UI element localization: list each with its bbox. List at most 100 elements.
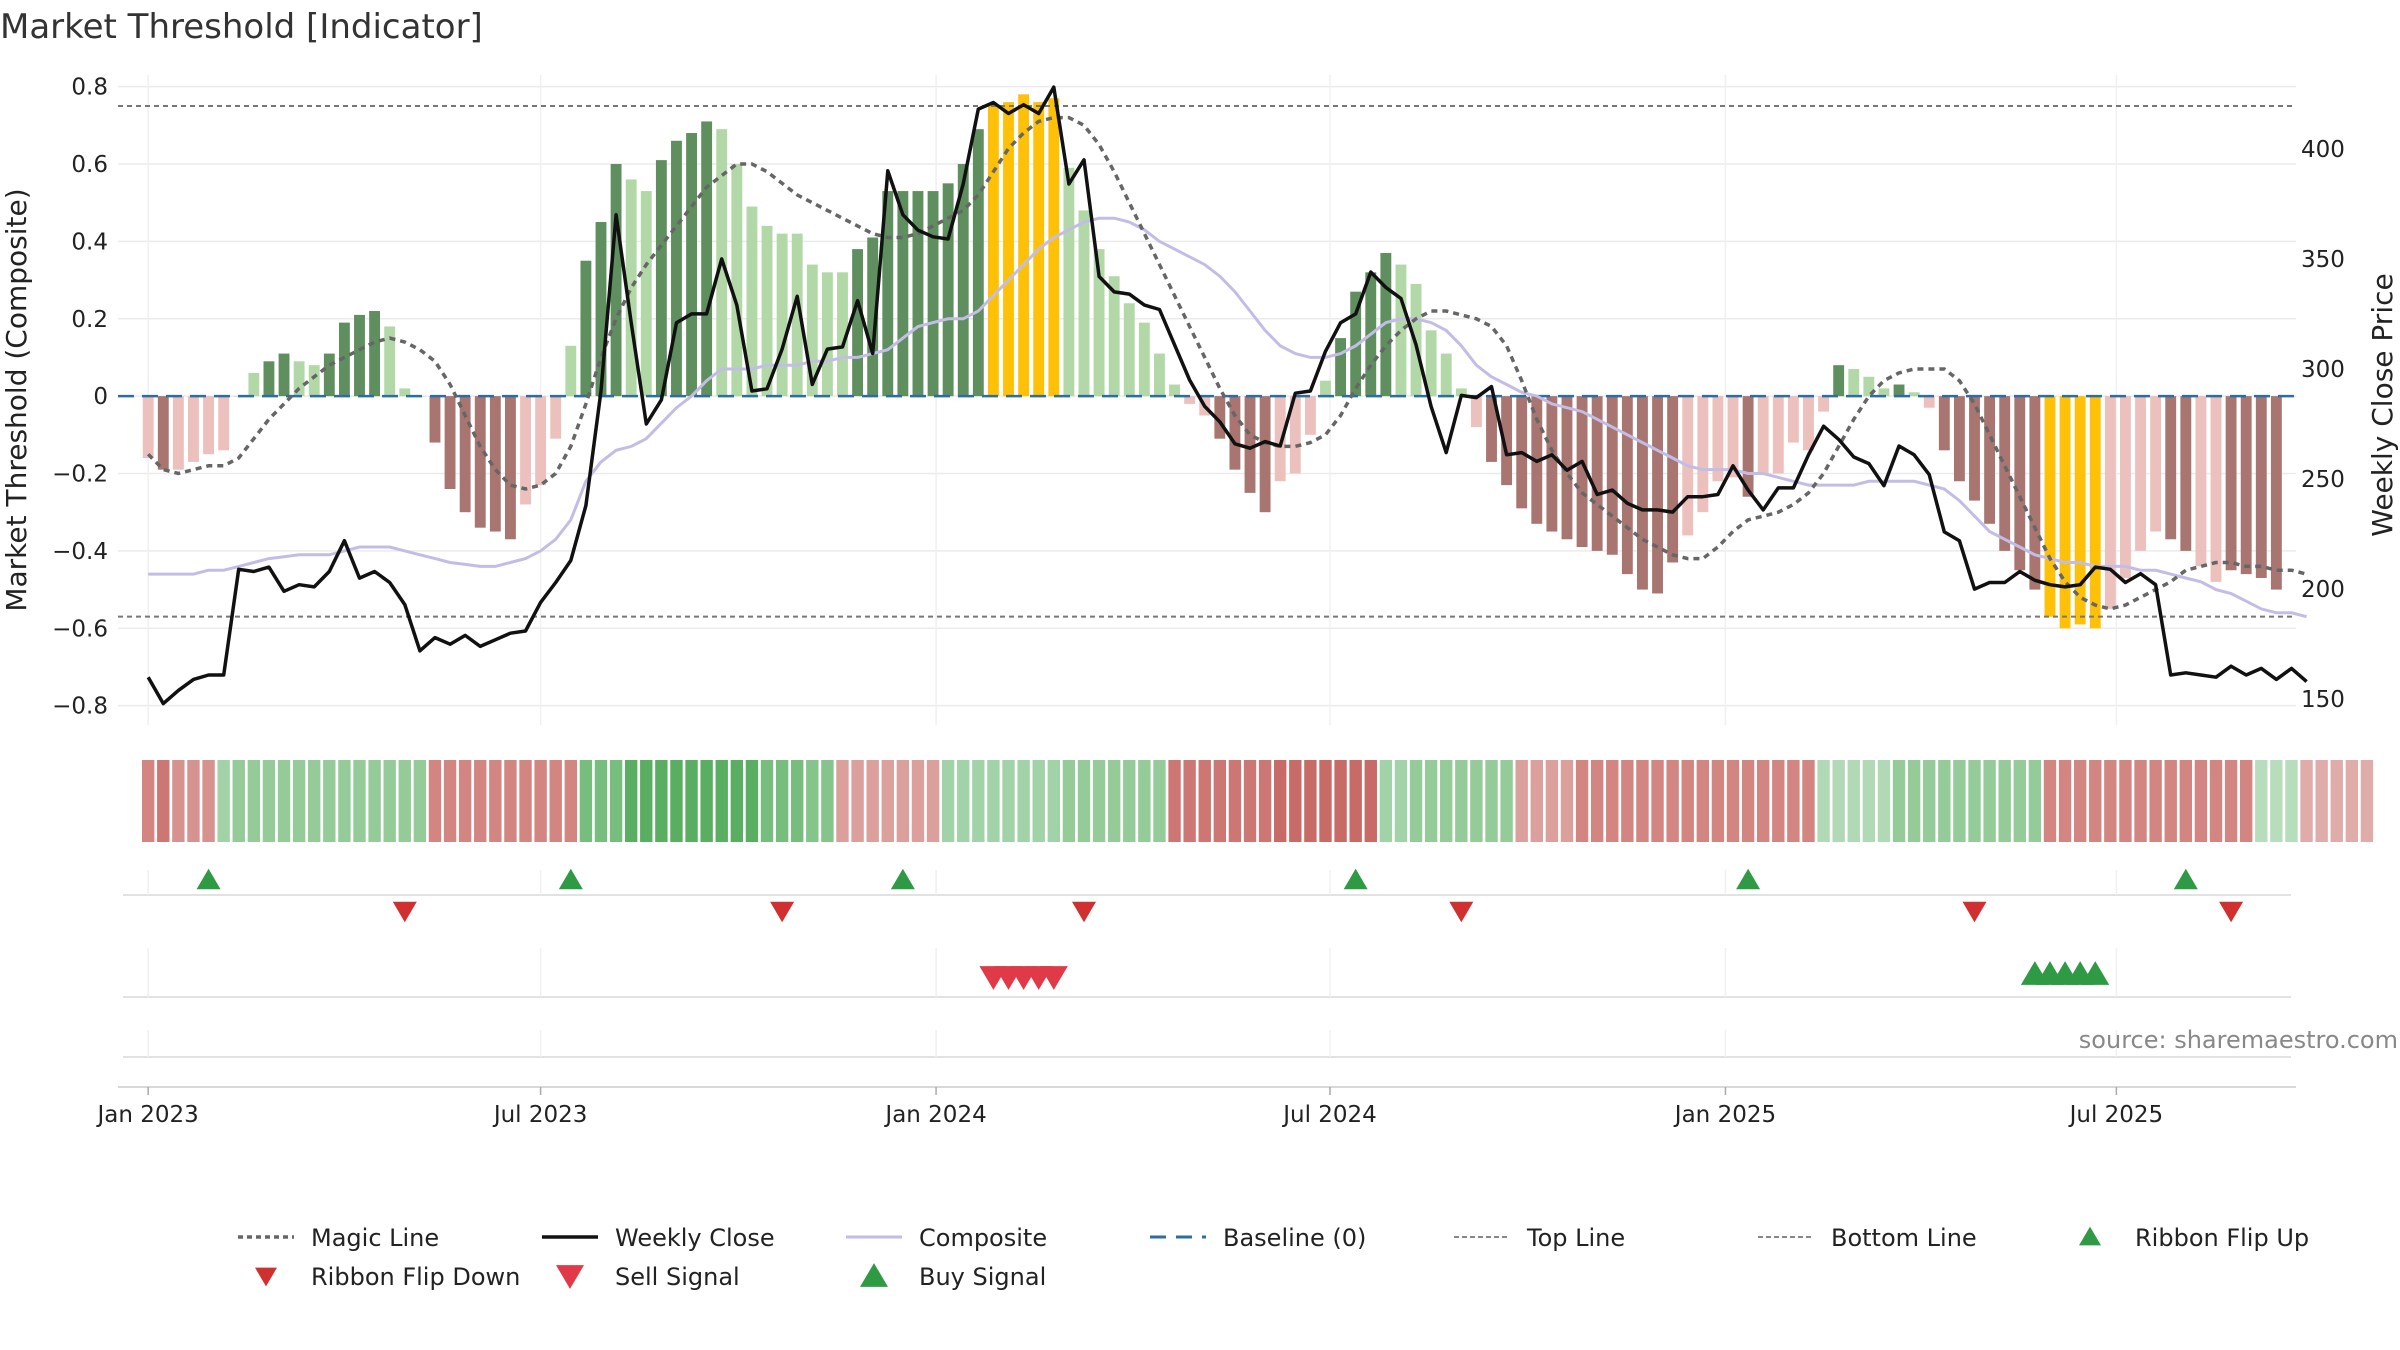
composite-bar xyxy=(912,191,924,397)
ribbon-cell xyxy=(1485,760,1498,842)
ribbon-cell xyxy=(338,760,351,842)
composite-bar xyxy=(550,396,562,439)
legend-label: Sell Signal xyxy=(615,1263,740,1291)
ribbon-cell xyxy=(655,760,668,842)
composite-bar xyxy=(1138,322,1150,397)
left-y-tick-label: 0.8 xyxy=(71,75,108,101)
ribbon-cell xyxy=(549,760,562,842)
ribbon-cell xyxy=(1017,760,1030,842)
ribbon-cell xyxy=(308,760,321,842)
ribbon-cell xyxy=(2058,760,2072,842)
legend-buy-signal: Buy Signal xyxy=(860,1263,1046,1291)
composite-bar xyxy=(2014,396,2026,571)
ribbon-cell xyxy=(821,760,834,842)
legend-baseline-0: Baseline (0) xyxy=(1150,1224,1366,1252)
composite-bar xyxy=(1893,384,1905,397)
composite-bar xyxy=(369,311,381,397)
ribbon-cell xyxy=(1938,760,1951,842)
ribbon-cell xyxy=(957,760,970,842)
ribbon-cell xyxy=(2134,760,2147,842)
ribbon-cell xyxy=(609,760,623,842)
composite-bar xyxy=(746,206,758,397)
ribbon-cell xyxy=(685,760,698,842)
ribbon-cell xyxy=(911,760,925,842)
ribbon-flip-down-marker xyxy=(770,901,795,923)
ribbon-cell xyxy=(1802,760,1815,842)
composite-bar xyxy=(671,140,682,397)
composite-bar xyxy=(821,272,833,397)
ribbon-cell xyxy=(187,760,200,842)
empty-panel xyxy=(123,1030,2291,1058)
reference-lines xyxy=(118,104,2296,618)
composite-bar xyxy=(489,396,501,532)
ribbon-flip-up-marker xyxy=(1343,868,1368,890)
composite-bar xyxy=(1169,384,1180,397)
legend-swatch xyxy=(255,1267,277,1287)
x-tick-label: Jul 2023 xyxy=(492,1102,588,1128)
ribbon-flip-up-marker xyxy=(1736,868,1761,890)
composite-bar xyxy=(1214,396,1226,439)
right-y-tick-label: 300 xyxy=(2301,357,2345,383)
ribbon-cell xyxy=(1470,760,1483,842)
ribbon-cell xyxy=(1590,760,1604,842)
source-credit: source: sharemaestro.com xyxy=(2079,1026,2398,1054)
composite-bar xyxy=(1878,388,1890,397)
right-y-tick-label: 250 xyxy=(2301,467,2345,493)
composite-bar xyxy=(429,396,441,443)
ribbon-cell xyxy=(1636,760,1649,842)
ribbon-cell xyxy=(413,760,427,842)
ribbon-cell xyxy=(353,760,366,842)
left-y-tick-label: −0.4 xyxy=(52,539,108,565)
ribbon-cell xyxy=(443,760,457,842)
left-y-axis-ticks: 0.8 0.6 0.4 0.2 0 −0.2 −0.4 −0.6 −0.8 xyxy=(52,75,108,720)
composite-bar xyxy=(293,361,305,397)
ribbon-cell xyxy=(2345,760,2359,842)
composite-bar xyxy=(203,396,214,455)
composite-bar xyxy=(1048,98,1060,397)
ribbon-cell xyxy=(1560,760,1574,842)
composite-bar xyxy=(1591,396,1603,551)
composite-bar xyxy=(595,222,607,397)
x-tick-label: Jul 2025 xyxy=(2068,1102,2164,1128)
series-lines xyxy=(146,85,2308,706)
ribbon-cell xyxy=(1062,760,1076,842)
ribbon-cell xyxy=(1289,760,1302,842)
composite-bar xyxy=(1908,392,1920,397)
ribbon-cell xyxy=(1530,760,1543,842)
composite-bar xyxy=(882,191,894,397)
right-y-axis-ticks: 400 350 300 250 200 150 xyxy=(2301,137,2345,713)
x-tick-label: Jan 2023 xyxy=(96,1102,199,1128)
composite-bar xyxy=(580,260,592,397)
ribbon-cell xyxy=(640,760,653,842)
ribbon-cell xyxy=(1198,760,1211,842)
ribbon-flip-down-marker xyxy=(2219,901,2244,923)
ribbon-cell xyxy=(1440,760,1453,842)
ribbon-cell xyxy=(458,760,472,842)
ribbon-cell xyxy=(1681,760,1694,842)
ribbon-cell xyxy=(670,760,683,842)
ribbon-cell xyxy=(1409,760,1423,842)
composite-bar xyxy=(1486,396,1497,462)
composite-bar xyxy=(1108,276,1120,397)
ribbon-cell xyxy=(489,760,502,842)
ribbon-cell xyxy=(1349,760,1362,842)
composite-bar xyxy=(1848,369,1860,397)
ribbon-cell xyxy=(323,760,336,842)
composite-bar xyxy=(942,183,954,397)
composite-bar xyxy=(610,163,622,397)
composite-bar xyxy=(263,361,275,397)
composite-bar xyxy=(776,233,788,397)
ribbon-cell xyxy=(1334,760,1347,842)
composite-bar xyxy=(972,129,984,397)
composite-bar xyxy=(1093,249,1105,397)
ribbon-cell xyxy=(1107,760,1121,842)
composite-bar xyxy=(1063,167,1075,397)
composite-bar xyxy=(2120,396,2131,578)
ribbon-cell xyxy=(157,760,170,842)
legend: Magic Line Weekly Close Composite Baseline … xyxy=(238,1224,2309,1291)
composite-bar xyxy=(1953,396,1965,482)
ribbon-cell xyxy=(987,760,1000,842)
ribbon-cell xyxy=(1047,760,1060,842)
ribbon-cell xyxy=(1168,760,1181,842)
ribbon-cell xyxy=(1002,760,1015,842)
